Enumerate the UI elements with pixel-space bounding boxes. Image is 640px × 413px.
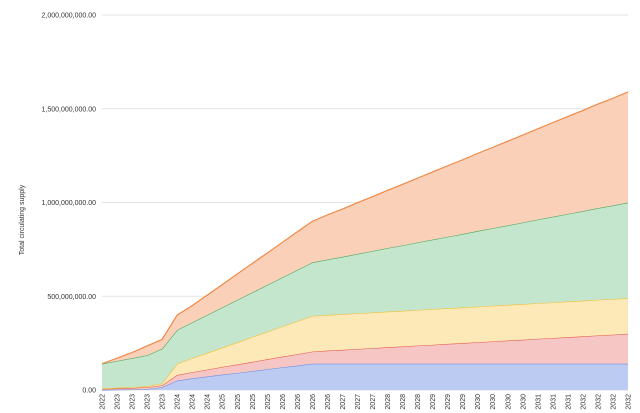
area-edge: [101, 91, 629, 365]
area: [102, 202, 628, 389]
x-tick-label: 2030: [490, 394, 497, 410]
x-tick-label: 2032: [595, 394, 602, 410]
x-tick-label: 2028: [415, 394, 422, 410]
x-tick-label: 2025: [220, 394, 227, 410]
x-tick-label: 2030: [520, 394, 527, 410]
x-tick-label: 2028: [385, 394, 392, 410]
x-tick-label: 2027: [340, 394, 347, 410]
x-tick-label: 2032: [626, 394, 633, 410]
y-tick-label: 0.00: [82, 388, 96, 395]
x-tick-label: 2031: [550, 394, 557, 410]
y-tick-label: 500,000,000.00: [47, 294, 96, 301]
x-tick-label: 2029: [445, 394, 452, 410]
area-edge: [101, 333, 629, 390]
x-tick-label: 2022: [100, 394, 107, 410]
x-tick-label: 2031: [565, 394, 572, 410]
x-tick-label: 2026: [310, 394, 317, 410]
x-tick-label: 2027: [355, 394, 362, 410]
x-tick-label: 2026: [280, 394, 287, 410]
x-tick-label: 2024: [175, 394, 182, 410]
x-tick-label: 2028: [400, 394, 407, 410]
x-tick-label: 2023: [160, 394, 167, 410]
area: [102, 91, 628, 364]
x-tick-label: 2024: [205, 394, 212, 410]
x-tick-label: 2024: [190, 394, 197, 410]
x-tick-label: 2025: [250, 394, 257, 410]
x-tick-label: 2025: [235, 394, 242, 410]
x-tick-label: 2029: [460, 394, 467, 410]
x-tick-label: 2023: [115, 394, 122, 410]
x-tick-label: 2032: [610, 394, 617, 410]
x-tick-label: 2025: [265, 394, 272, 410]
x-tick-label: 2023: [130, 394, 137, 410]
x-tick-label: 2029: [430, 394, 437, 410]
x-tick-label: 2031: [535, 394, 542, 410]
x-tick-label: 2026: [325, 394, 332, 410]
y-tick-label: 1,000,000,000.00: [42, 200, 97, 207]
x-tick-label: 2026: [295, 394, 302, 410]
y-tick-label: 1,500,000,000.00: [42, 106, 97, 113]
x-tick-label: 2032: [580, 394, 587, 410]
y-tick-label: 2,000,000,000.00: [42, 13, 97, 20]
area: [102, 333, 628, 390]
x-tick-label: 2023: [145, 394, 152, 410]
x-tick-label: 2030: [505, 394, 512, 410]
area: [102, 363, 628, 390]
x-tick-label: 2027: [370, 394, 377, 410]
area: [102, 298, 628, 390]
y-axis-label: Total circulating supply: [19, 184, 26, 255]
x-tick-label: 2030: [475, 394, 482, 410]
